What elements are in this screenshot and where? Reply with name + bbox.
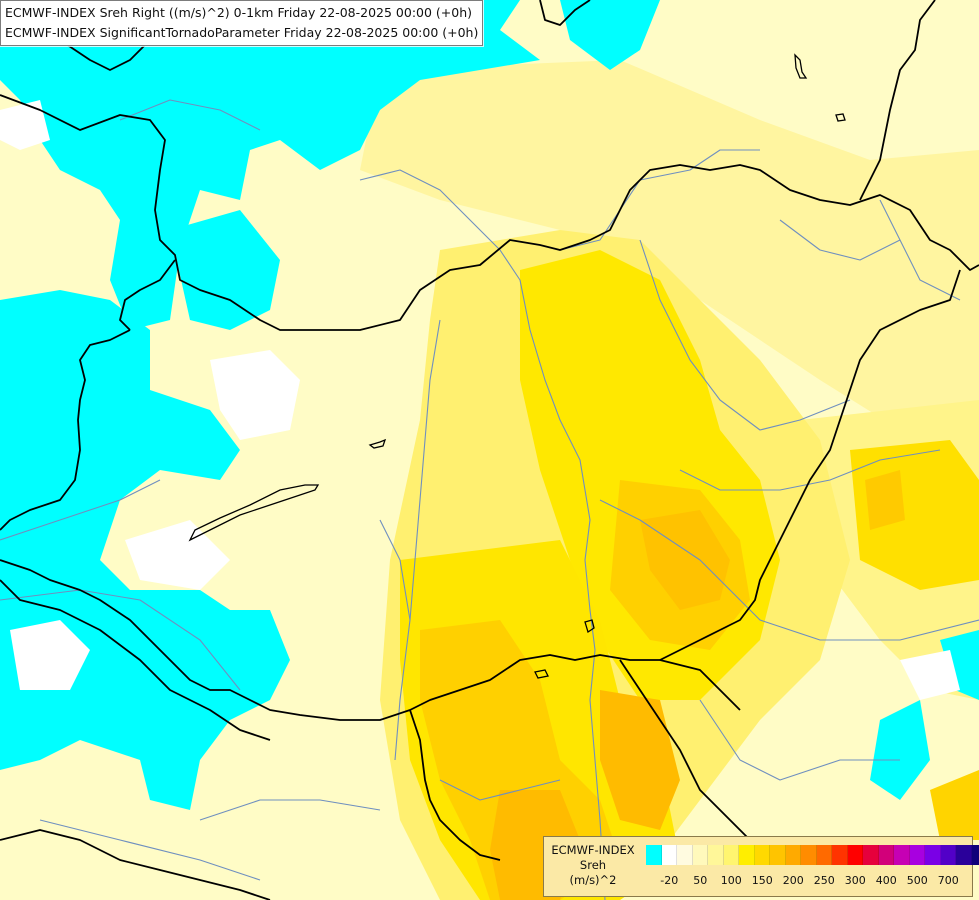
- field-white-1: [210, 350, 300, 440]
- legend-swatch: [723, 845, 739, 865]
- lake-small-5: [835, 113, 846, 122]
- legend-swatch: [816, 845, 832, 865]
- field-cyan-northeast: [560, 0, 660, 70]
- field-cyan-east-edge: [940, 630, 979, 700]
- legend-tick: 50: [693, 874, 708, 887]
- field-white-2: [125, 520, 230, 590]
- field-pale-yellow-north: [360, 60, 979, 430]
- lake-small-2: [584, 619, 595, 634]
- border-west: [0, 329, 131, 531]
- legend-swatch: [971, 845, 979, 865]
- legend-swatch: [940, 845, 956, 865]
- border-south: [0, 559, 660, 721]
- field-gold-southeast: [930, 770, 979, 840]
- legend-tick: 400: [875, 874, 897, 887]
- legend-source: ECMWF-INDEX: [551, 843, 635, 857]
- lake-balaton: [188, 484, 320, 542]
- border-top-small: [539, 0, 591, 26]
- border-west-upper: [119, 259, 176, 331]
- legend-tick: 100: [720, 874, 742, 887]
- legend-swatch: [661, 845, 677, 865]
- legend-swatch: [863, 845, 879, 865]
- field-white-4: [900, 650, 960, 700]
- border-east: [659, 269, 961, 661]
- legend-tick: 200: [782, 874, 804, 887]
- legend-swatch: [754, 845, 770, 865]
- lakes: [188, 53, 846, 679]
- field-white-5: [0, 100, 50, 150]
- legend-swatch: [801, 845, 817, 865]
- legend-swatch: [646, 845, 662, 865]
- legend-swatch: [878, 845, 894, 865]
- legend-swatch: [909, 845, 925, 865]
- field-orange-3: [600, 690, 680, 830]
- legend-swatch: [956, 845, 972, 865]
- field-orange-east: [865, 470, 905, 530]
- lake-small-1: [368, 438, 387, 449]
- border-southwest: [0, 579, 271, 741]
- border-south-3: [619, 659, 761, 851]
- legend-tick: 500: [906, 874, 928, 887]
- legend-swatch: [692, 845, 708, 865]
- legend-swatch: [894, 845, 910, 865]
- border-south-2: [409, 709, 501, 861]
- border-south-5: [659, 659, 741, 711]
- color-legend: ECMWF-INDEX Sreh (m/s)^2 -20 50 100 150 200 2…: [543, 836, 979, 897]
- field-white-3: [10, 620, 90, 690]
- field-cyan-southeast: [870, 700, 930, 800]
- legend-unit: (m/s)^2: [569, 873, 617, 887]
- legend-label: ECMWF-INDEX Sreh (m/s)^2: [544, 843, 642, 888]
- lake-small-3: [534, 669, 549, 679]
- field-cyan-north: [0, 0, 540, 330]
- legend-swatch: [770, 845, 786, 865]
- title-line-1: ECMWF-INDEX Sreh Right ((m/s)^2) 0-1km F…: [5, 5, 473, 20]
- field-cyan-tongue: [170, 210, 280, 330]
- map-title-box: ECMWF-INDEX Sreh Right ((m/s)^2) 0-1km F…: [0, 0, 484, 46]
- lake-small-4: [794, 53, 808, 79]
- legend-tick: -20: [660, 874, 679, 887]
- legend-tick: 700: [937, 874, 959, 887]
- title-line-2: ECMWF-INDEX SignificantTornadoParameter …: [5, 25, 479, 40]
- legend-swatch: [847, 845, 863, 865]
- legend-variable: Sreh: [579, 858, 607, 872]
- legend-swatch: [739, 845, 755, 865]
- legend-swatch: [925, 845, 941, 865]
- border-south-4: [0, 829, 271, 900]
- legend-swatch: [785, 845, 801, 865]
- border-northeast: [859, 0, 936, 201]
- legend-swatch: [708, 845, 724, 865]
- rivers: [0, 99, 979, 900]
- border-north: [0, 94, 979, 331]
- legend-swatches: [646, 845, 979, 865]
- legend-swatch: [677, 845, 693, 865]
- legend-tick: 300: [844, 874, 866, 887]
- legend-tick: 250: [813, 874, 835, 887]
- legend-tick: 150: [751, 874, 773, 887]
- legend-ticks: -20 50 100 150 200 250 300 400 500 700: [646, 874, 966, 890]
- legend-swatch: [832, 845, 848, 865]
